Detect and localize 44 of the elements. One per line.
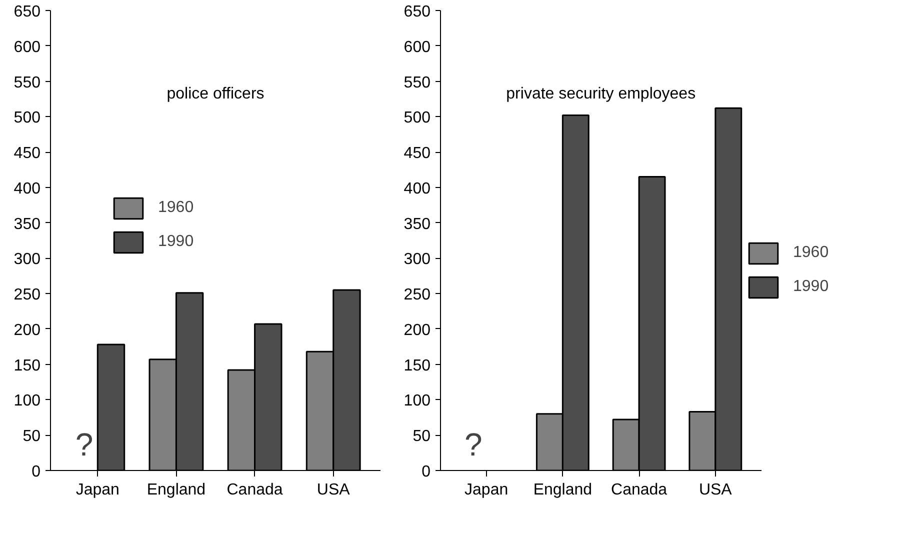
y-tick-label: 50 [412,428,431,446]
y-tick-label: 600 [14,38,41,56]
y-tick-label: 450 [404,145,431,162]
y-tick-label: 200 [404,322,431,339]
y-tick-label: 450 [14,145,41,162]
legend-label: 1960 [158,199,194,217]
y-tick-label: 250 [404,286,431,304]
x-tick-label: Japan [464,482,508,498]
x-tick-label: USA [316,482,350,498]
y-tick-label: 350 [404,216,431,233]
annotation: ? [75,426,94,462]
x-tick-label: USA [698,482,732,498]
y-tick-label: 100 [14,392,41,410]
x-tick-label: Canada [226,482,283,498]
y-tick-label: 0 [422,464,431,480]
y-tick-label: 600 [404,38,431,56]
x-tick-label: Japan [76,482,120,498]
y-tick-label: 300 [404,251,431,268]
text: police officers [166,86,264,102]
y-tick-label: 250 [14,286,41,304]
y-tick-label: 300 [14,251,41,268]
y-tick-label: 650 [404,4,431,20]
y-tick-label: 50 [22,428,41,446]
legend-label: 1990 [793,278,829,296]
text: private security employees [506,86,696,102]
y-tick-label: 500 [14,110,41,127]
x-tick-label: Canada [611,482,668,498]
y-tick-label: 550 [14,74,41,92]
y-tick-label: 150 [404,357,431,374]
legend-label: 1960 [793,244,829,262]
y-tick-label: 650 [14,4,41,20]
legend-label: 1990 [158,233,194,251]
y-tick-label: 350 [14,216,41,233]
y-tick-label: 100 [404,392,431,410]
x-tick-label: England [146,482,206,498]
annotation: ? [464,426,482,462]
x-tick-label: England [533,482,592,498]
y-tick-label: 400 [14,180,41,198]
y-tick-label: 550 [404,74,431,92]
y-tick-label: 150 [14,357,41,374]
y-tick-label: 500 [404,110,431,127]
y-tick-label: 0 [32,464,41,480]
y-tick-label: 200 [14,322,41,339]
y-tick-label: 400 [404,180,431,198]
